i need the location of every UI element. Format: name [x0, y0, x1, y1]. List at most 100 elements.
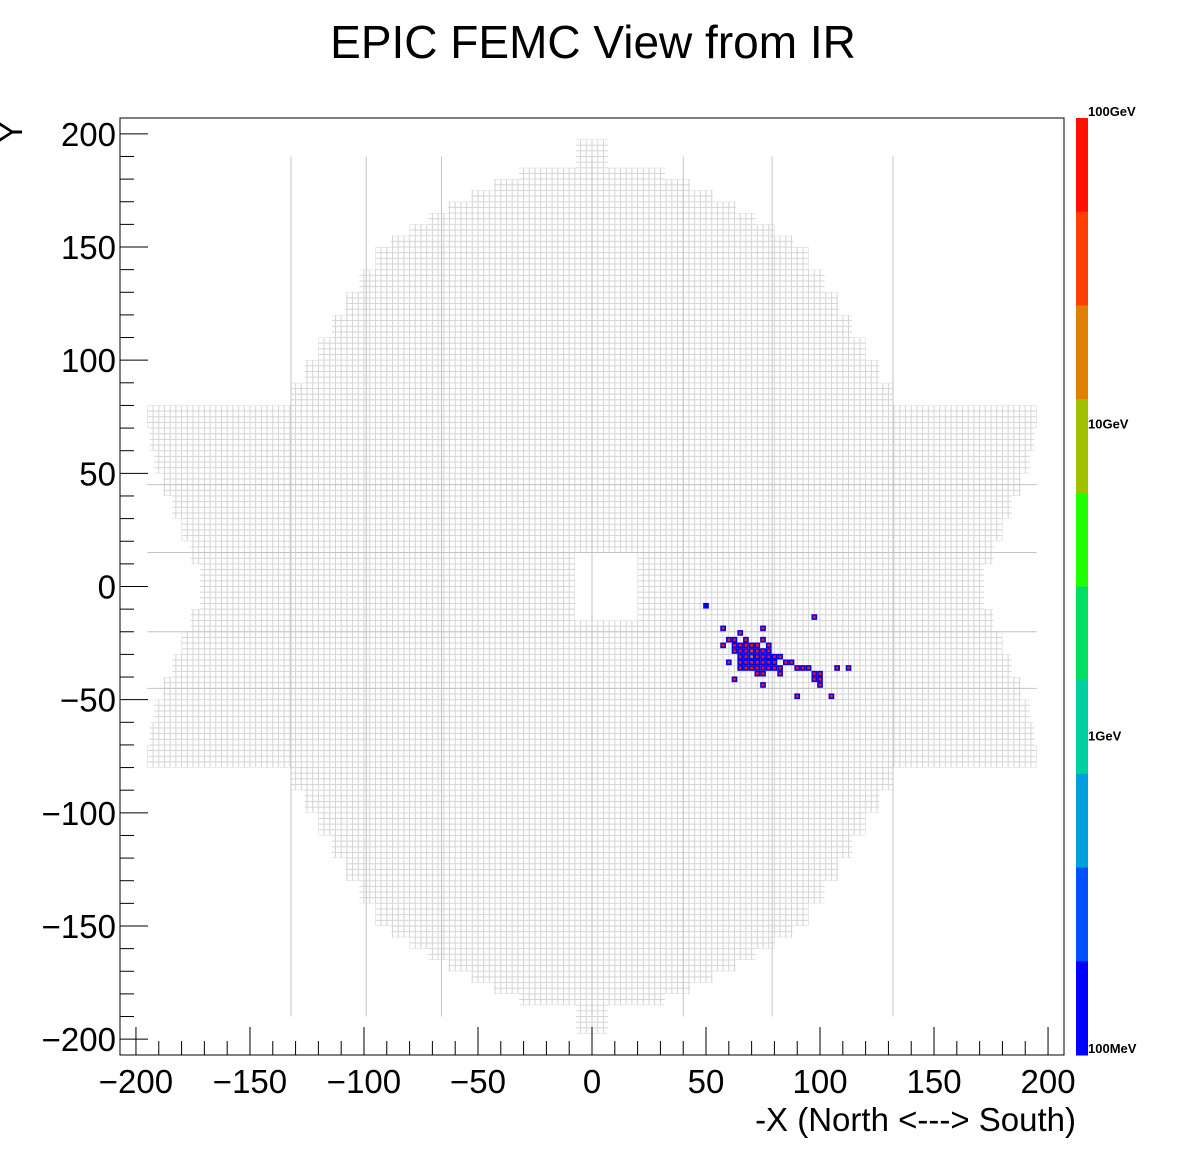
- hit-cell: [767, 666, 771, 670]
- palette-label: 1GeV: [1088, 729, 1122, 744]
- palette-step: [1076, 848, 1088, 869]
- hit-cell: [744, 655, 748, 658]
- hit-cell: [812, 672, 816, 675]
- hit-cell: [773, 666, 776, 670]
- palette-step: [1076, 286, 1088, 306]
- x-tick-label: 200: [1021, 1063, 1076, 1100]
- y-axis-ticks: −200 −150 −100 −50 0 50 100 150 200: [42, 116, 148, 1058]
- hit-cell: [761, 638, 765, 642]
- palette-step: [1076, 399, 1088, 419]
- y-tick-label: 100: [61, 342, 116, 379]
- y-tick-label: −150: [42, 908, 116, 945]
- palette-step: [1076, 623, 1088, 644]
- palette-step: [1076, 605, 1088, 625]
- palette-step: [1076, 961, 1088, 981]
- hit-cell: [761, 649, 765, 653]
- x-tick-label: −150: [213, 1063, 287, 1100]
- color-palette: 100GeV 10GeV 1GeV 100MeV: [1076, 104, 1137, 1056]
- hit-cell: [818, 677, 822, 681]
- y-tick-label: 50: [79, 455, 116, 492]
- hit-cell: [761, 660, 765, 664]
- hit-cell: [755, 672, 759, 675]
- hit-cell: [750, 666, 753, 670]
- palette-step: [1076, 942, 1088, 962]
- hit-cell: [733, 638, 736, 642]
- palette-step: [1076, 567, 1088, 587]
- detector-band: [190, 552, 575, 564]
- x-tick-label: 150: [906, 1063, 961, 1100]
- hit-cell: [767, 660, 771, 664]
- palette-step: [1076, 174, 1088, 194]
- hit-cell: [773, 660, 776, 664]
- palette-step: [1076, 118, 1088, 138]
- palette-step: [1076, 830, 1088, 850]
- x-axis-ticks: −200 −150 −100 −50 0 50 100 150 200: [99, 1027, 1076, 1100]
- hit-cell: [727, 660, 731, 664]
- detector-cell-grid: [147, 139, 1037, 1034]
- hit-cell: [818, 672, 822, 675]
- hit-cell: [773, 655, 776, 658]
- hit-cell: [795, 666, 799, 670]
- y-tick-label: −100: [42, 795, 116, 832]
- hit-cell: [778, 655, 782, 658]
- palette-step: [1076, 980, 1088, 1000]
- palette-step: [1076, 342, 1088, 363]
- palette-step: [1076, 530, 1088, 550]
- palette-step: [1076, 773, 1088, 794]
- palette-step: [1076, 267, 1088, 288]
- detector-band: [637, 552, 994, 564]
- palette-step: [1076, 680, 1088, 700]
- hit-cell: [703, 602, 709, 609]
- hit-cell: [755, 649, 759, 653]
- hit-cell: [738, 660, 742, 664]
- hit-cell: [812, 677, 816, 681]
- palette-step: [1076, 792, 1088, 812]
- palette-step: [1076, 1036, 1088, 1056]
- hit-cell: [761, 666, 765, 670]
- x-tick-label: 50: [688, 1063, 725, 1100]
- y-tick-label: −200: [42, 1021, 116, 1058]
- hit-cell: [761, 655, 765, 658]
- hit-cell: [784, 660, 788, 664]
- hit-cell: [738, 649, 742, 653]
- palette-step: [1076, 305, 1088, 325]
- hit-cell: [744, 644, 748, 647]
- x-axis-title: -X (North <---> South): [755, 1101, 1076, 1138]
- x-tick-label: 0: [583, 1063, 601, 1100]
- hit-cell: [738, 631, 742, 635]
- hit-cell: [807, 666, 810, 670]
- palette-step: [1076, 192, 1088, 213]
- hit-cell: [733, 644, 736, 647]
- hit-cell: [812, 615, 816, 619]
- detector-band: [637, 563, 985, 587]
- palette-step: [1076, 886, 1088, 906]
- detector-band: [637, 586, 985, 610]
- hit-cell: [761, 672, 765, 675]
- palette-label: 100MeV: [1088, 1041, 1137, 1056]
- palette-step: [1076, 736, 1088, 756]
- hit-cell: [744, 666, 748, 670]
- hit-cell: [801, 666, 805, 670]
- hit-cell: [744, 638, 748, 642]
- detector-band: [199, 586, 575, 610]
- x-tick-label: 100: [792, 1063, 847, 1100]
- hit-cell: [778, 672, 782, 675]
- hit-cell: [750, 649, 753, 653]
- palette-step: [1076, 211, 1088, 231]
- hit-cell: [755, 660, 759, 664]
- hit-cell: [767, 644, 771, 647]
- y-axis-title: Y: [0, 121, 29, 143]
- palette-step: [1076, 811, 1088, 831]
- hit-cell: [744, 660, 748, 664]
- palette-step: [1076, 998, 1088, 1019]
- hit-cells: [703, 602, 852, 700]
- hit-cell: [721, 627, 725, 630]
- hit-cell: [750, 660, 753, 664]
- palette-step: [1076, 455, 1088, 475]
- y-tick-label: −50: [60, 682, 116, 719]
- detector-band: [199, 563, 575, 587]
- hit-cell: [721, 644, 725, 647]
- y-tick-label: 150: [61, 229, 116, 266]
- hit-cell: [818, 683, 822, 687]
